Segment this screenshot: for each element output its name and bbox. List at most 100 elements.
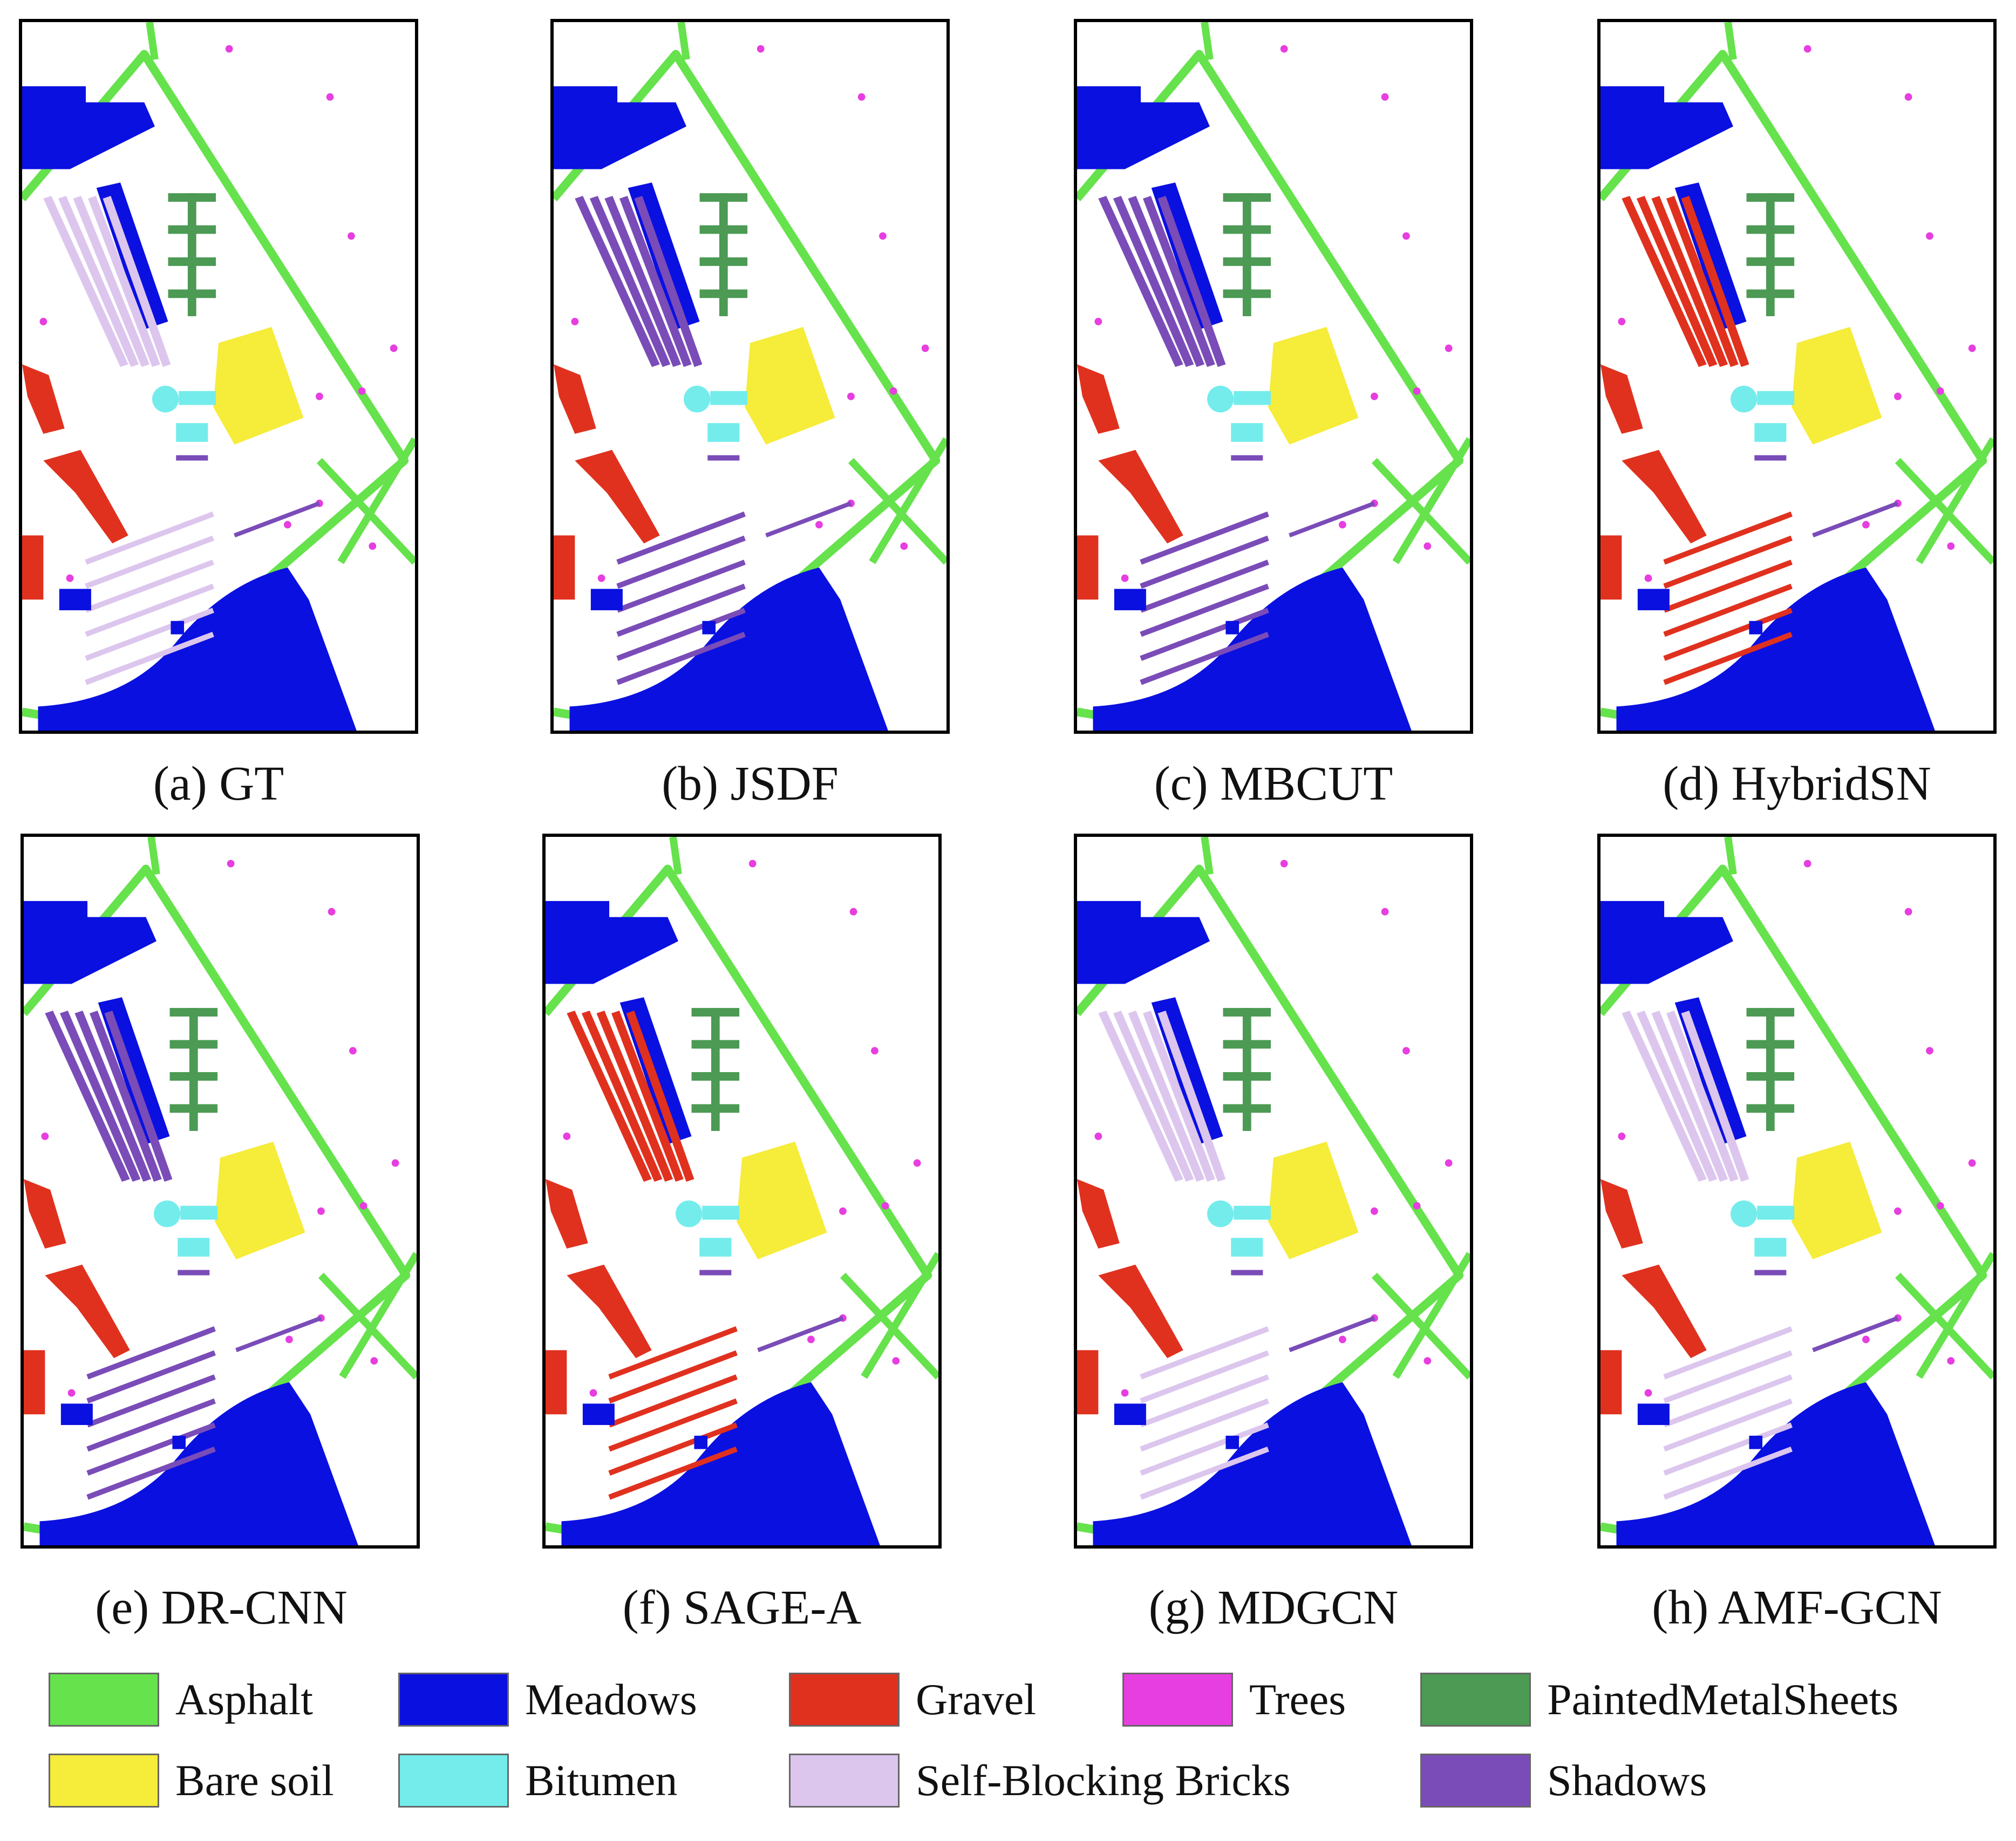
trees-point bbox=[1381, 908, 1389, 916]
self-blocking-bricks-strip bbox=[1622, 196, 1707, 367]
gravel-mid bbox=[575, 449, 660, 544]
trees-point bbox=[757, 45, 765, 53]
self-blocking-bricks-row bbox=[608, 1422, 738, 1476]
self-blocking-bricks-strip bbox=[604, 196, 682, 367]
gravel-mid bbox=[1098, 1264, 1183, 1359]
trees-point bbox=[571, 317, 579, 325]
self-blocking-bricks-strip bbox=[581, 1011, 663, 1182]
trees-point bbox=[1094, 317, 1102, 325]
legend-label-shadows: Shadows bbox=[1547, 1756, 1707, 1805]
bitumen-block bbox=[1234, 391, 1271, 405]
self-blocking-bricks-row bbox=[1140, 1398, 1269, 1452]
trees-point bbox=[871, 1047, 878, 1055]
trees-point bbox=[748, 860, 757, 868]
bitumen-block bbox=[702, 1205, 740, 1220]
trees-point bbox=[1936, 1202, 1944, 1210]
meadows-small bbox=[1114, 589, 1146, 611]
gravel-left bbox=[24, 1179, 66, 1249]
self-blocking-bricks-row bbox=[616, 512, 746, 565]
gravel-left bbox=[1600, 364, 1643, 434]
legend-label-trees: Trees bbox=[1249, 1675, 1346, 1724]
shadows-line bbox=[1289, 501, 1375, 538]
bitumen-lower bbox=[178, 1238, 210, 1257]
legend-item-bitumen: Bitumen bbox=[398, 1754, 677, 1808]
self-blocking-bricks-row bbox=[616, 583, 746, 637]
trees-point bbox=[1926, 232, 1933, 240]
trees-point bbox=[1803, 45, 1811, 53]
asphalt-crossing bbox=[848, 437, 946, 565]
self-blocking-bricks-strip bbox=[87, 196, 160, 367]
painted-metal-sheets-spine bbox=[187, 193, 196, 317]
self-blocking-bricks-strip bbox=[1157, 196, 1226, 367]
self-blocking-bricks-row bbox=[1140, 512, 1269, 565]
bare-soil bbox=[215, 1141, 305, 1259]
gravel-left bbox=[554, 364, 596, 434]
meadows-bottom bbox=[1616, 1382, 1935, 1545]
asphalt-entry bbox=[1724, 22, 1737, 60]
meadows-small bbox=[1749, 1435, 1763, 1449]
trees-point bbox=[1947, 1357, 1955, 1365]
bare-soil bbox=[1268, 1141, 1359, 1259]
trees-point bbox=[1894, 1207, 1902, 1215]
self-blocking-bricks-row bbox=[1140, 608, 1269, 661]
meadows-bottom bbox=[38, 567, 357, 731]
legend-item-self-blocking-bricks: Self-Blocking Bricks bbox=[789, 1754, 1291, 1808]
legend-item-asphalt: Asphalt bbox=[49, 1673, 313, 1727]
legend-swatch-paintedmetalsheets bbox=[1420, 1673, 1531, 1727]
meadows-top bbox=[546, 901, 678, 984]
trees-point bbox=[1381, 93, 1389, 101]
legend-label-gravel: Gravel bbox=[916, 1675, 1037, 1724]
self-blocking-bricks-row bbox=[1663, 583, 1793, 637]
legend-swatch-gravel bbox=[789, 1673, 900, 1727]
self-blocking-bricks-row bbox=[1663, 608, 1793, 661]
trees-point bbox=[881, 1202, 889, 1210]
asphalt-entry bbox=[669, 837, 682, 875]
trees-point bbox=[563, 1132, 571, 1140]
shadows-line bbox=[235, 1316, 322, 1353]
meadows-small bbox=[172, 1435, 186, 1449]
self-blocking-bricks-strip bbox=[596, 1011, 673, 1182]
trees-point bbox=[1371, 392, 1378, 400]
panel-sage-a bbox=[542, 834, 942, 1549]
shadows-line bbox=[234, 501, 321, 538]
bitumen-lower bbox=[1754, 1238, 1787, 1257]
meadows-top bbox=[1600, 901, 1733, 984]
self-blocking-bricks-row bbox=[85, 583, 214, 637]
panel-jsdf bbox=[550, 19, 950, 734]
gravel-left bbox=[1077, 1179, 1120, 1249]
self-blocking-bricks-strip bbox=[1666, 1011, 1739, 1182]
meadows-bottom bbox=[1616, 567, 1935, 731]
asphalt-crossing bbox=[1895, 1252, 1993, 1380]
trees-point bbox=[815, 521, 823, 529]
trees-point bbox=[1618, 317, 1626, 325]
trees-point bbox=[1402, 1047, 1410, 1055]
trees-point bbox=[66, 574, 74, 582]
trees-point bbox=[1644, 1389, 1652, 1397]
trees-point bbox=[913, 1159, 921, 1167]
classification-map bbox=[1600, 837, 1993, 1545]
meadows-small bbox=[1637, 589, 1670, 611]
self-blocking-bricks-row bbox=[616, 608, 746, 661]
trees-point bbox=[391, 1159, 399, 1167]
meadows-small bbox=[1749, 621, 1763, 635]
asphalt-entry bbox=[1201, 837, 1214, 875]
self-blocking-bricks-row bbox=[1663, 535, 1793, 589]
legend-swatch-bare-soil bbox=[49, 1754, 159, 1808]
caption-dr-cnn: (e) DR-CNN bbox=[95, 1581, 348, 1634]
self-blocking-bricks-row bbox=[86, 1326, 216, 1380]
self-blocking-bricks-strip bbox=[619, 196, 692, 367]
self-blocking-bricks-row bbox=[85, 535, 214, 589]
bare-soil bbox=[737, 1141, 827, 1259]
trees-point bbox=[285, 1335, 293, 1344]
self-blocking-bricks-row bbox=[1663, 1398, 1793, 1452]
meadows-bottom bbox=[1093, 1382, 1412, 1545]
bare-soil bbox=[745, 326, 835, 445]
bare-soil bbox=[213, 326, 304, 445]
gravel-low bbox=[24, 1350, 45, 1415]
trees-point bbox=[807, 1335, 815, 1344]
self-blocking-bricks-strip bbox=[103, 196, 171, 367]
self-blocking-bricks-strip bbox=[1157, 1011, 1226, 1182]
bare-soil bbox=[1268, 326, 1359, 445]
meadows-small bbox=[171, 621, 185, 635]
shadows-segment bbox=[699, 1270, 732, 1276]
